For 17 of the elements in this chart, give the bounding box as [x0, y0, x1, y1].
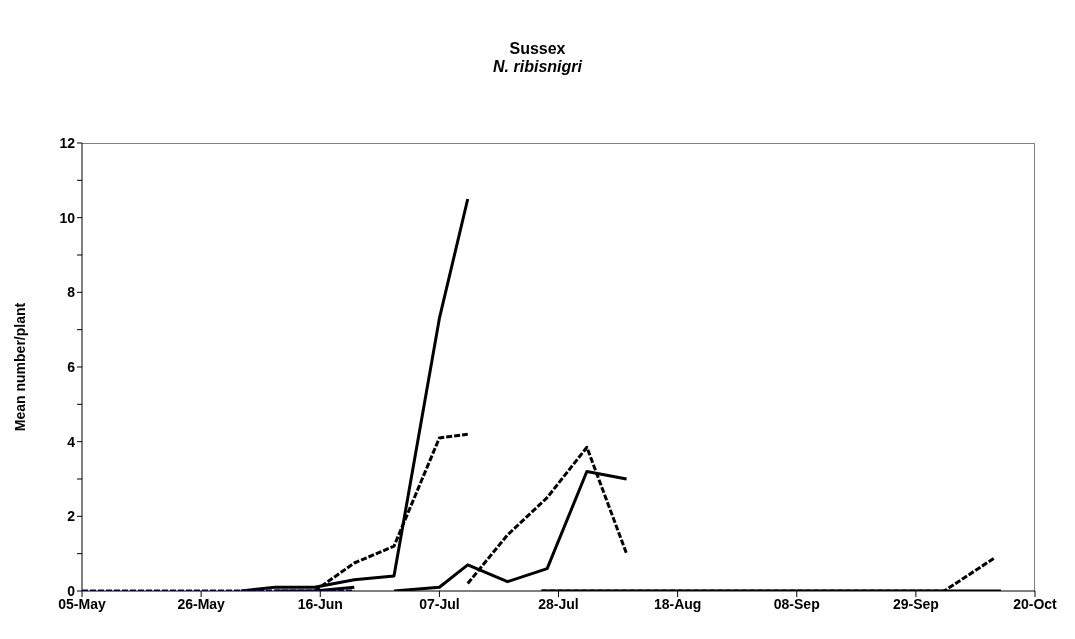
- y-tick-label: 2: [67, 508, 76, 525]
- y-tick-label: 10: [59, 209, 76, 226]
- y-tick-label: 4: [67, 433, 76, 450]
- x-tick-label: 18-Aug: [653, 595, 702, 612]
- x-tick-label: 26-May: [177, 595, 226, 612]
- x-tick-label: 16-Jun: [297, 595, 343, 612]
- chart-title: Sussex: [508, 40, 567, 58]
- x-tick-label: 28-Jul: [538, 595, 579, 612]
- x-tick-label: 07-Jul: [419, 595, 460, 612]
- x-tick-label: 20-Oct: [1013, 595, 1058, 612]
- x-tick-label: 08-Sep: [773, 595, 820, 612]
- y-tick-label: 8: [67, 284, 76, 301]
- y-tick-label: 6: [67, 358, 76, 375]
- y-tick-label: 12: [59, 134, 76, 151]
- chart-subtitle: N. ribisnigri: [492, 58, 583, 76]
- x-tick-label: 29-Sep: [892, 595, 939, 612]
- y-axis-title: Mean number/plant: [11, 302, 28, 432]
